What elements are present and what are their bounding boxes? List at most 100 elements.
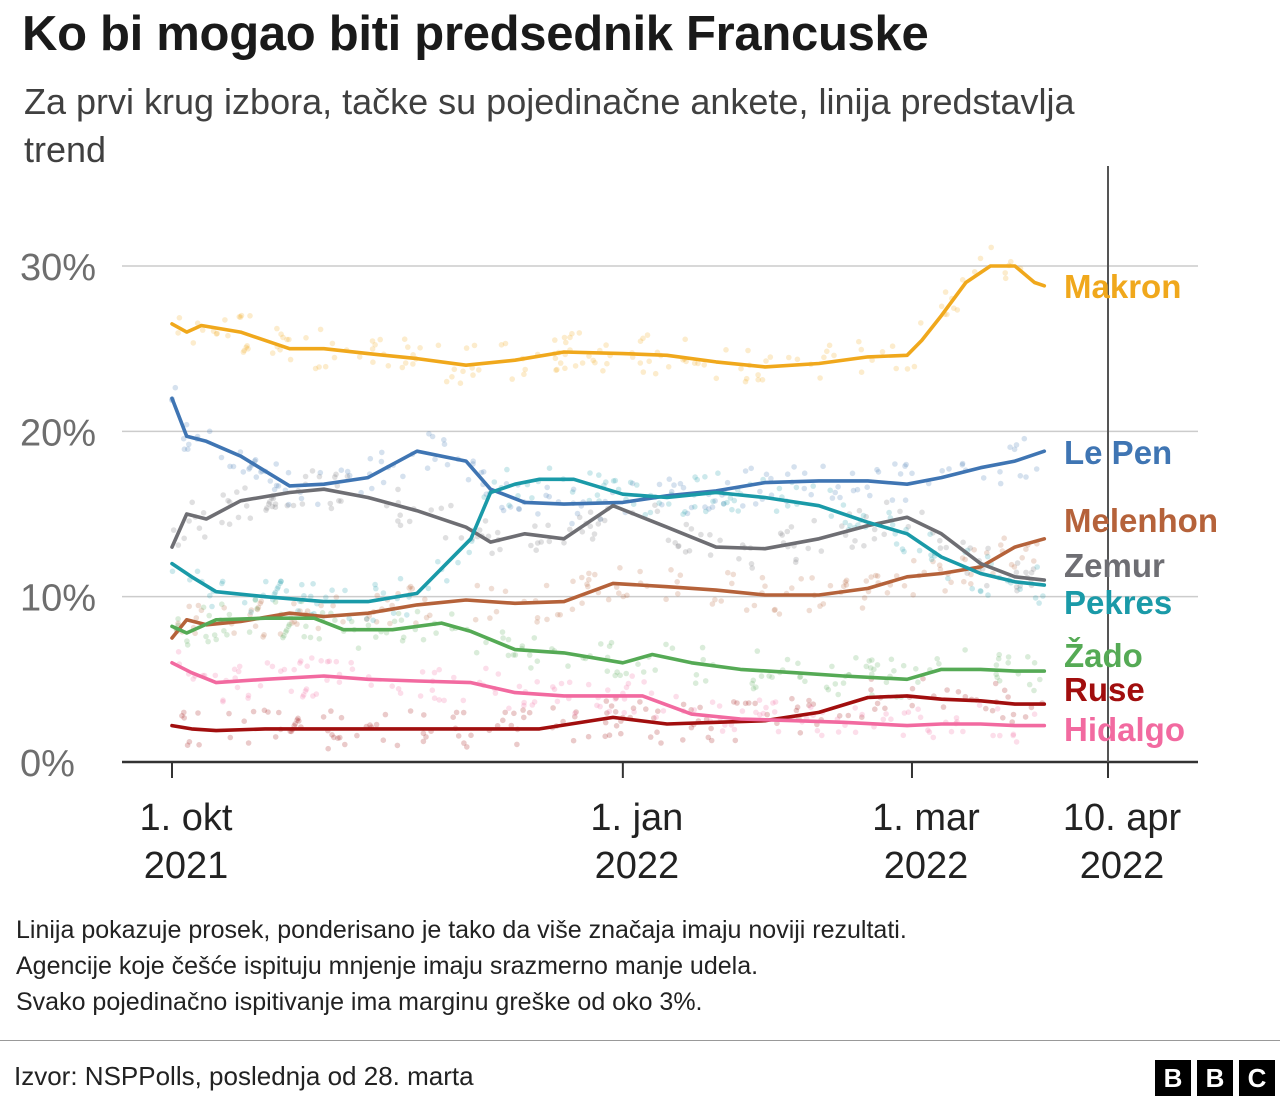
poll-dot bbox=[814, 727, 821, 734]
poll-dot bbox=[333, 594, 340, 600]
poll-dot bbox=[500, 507, 507, 514]
poll-dot bbox=[647, 734, 654, 740]
poll-dot bbox=[297, 660, 303, 666]
poll-dot bbox=[821, 354, 827, 361]
poll-dot bbox=[226, 611, 233, 618]
poll-dot bbox=[516, 505, 522, 512]
poll-dot bbox=[786, 354, 792, 361]
poll-dot bbox=[397, 575, 404, 582]
poll-dot bbox=[225, 497, 231, 504]
poll-dot bbox=[545, 522, 551, 529]
poll-dot bbox=[455, 733, 462, 739]
series-label: Makron bbox=[1064, 268, 1181, 305]
poll-dot bbox=[955, 689, 962, 695]
poll-dot bbox=[683, 358, 689, 365]
poll-dot bbox=[985, 592, 991, 598]
poll-dot bbox=[625, 680, 632, 687]
poll-dot bbox=[186, 603, 192, 610]
poll-dot bbox=[219, 519, 225, 526]
poll-dot bbox=[928, 552, 934, 558]
series-label: Hidalgo bbox=[1064, 711, 1185, 748]
poll-dot bbox=[300, 692, 307, 698]
poll-dot bbox=[775, 728, 782, 735]
poll-dot bbox=[329, 587, 335, 593]
poll-dot bbox=[911, 557, 917, 564]
poll-dot bbox=[528, 542, 534, 549]
poll-dot bbox=[299, 581, 305, 588]
poll-dot bbox=[288, 688, 295, 695]
poll-dot bbox=[231, 666, 238, 673]
poll-dot bbox=[691, 707, 697, 713]
poll-dot bbox=[291, 618, 298, 625]
poll-dot bbox=[589, 536, 596, 542]
poll-dot bbox=[485, 533, 492, 540]
poll-dot bbox=[240, 469, 247, 475]
poll-dot bbox=[400, 634, 407, 641]
poll-dot bbox=[380, 737, 387, 743]
poll-dot bbox=[590, 357, 596, 364]
poll-dot bbox=[492, 690, 499, 696]
poll-dot bbox=[1005, 660, 1011, 666]
poll-dot bbox=[899, 546, 906, 552]
poll-dot bbox=[572, 710, 578, 717]
poll-dot bbox=[380, 479, 387, 486]
poll-dot bbox=[888, 716, 894, 722]
poll-dot bbox=[192, 630, 198, 637]
poll-dot bbox=[708, 725, 714, 732]
poll-dot bbox=[707, 552, 714, 558]
poll-dot bbox=[916, 547, 923, 554]
poll-dot bbox=[612, 709, 619, 715]
poll-dot bbox=[338, 714, 345, 721]
poll-dot bbox=[579, 529, 586, 535]
poll-dot bbox=[190, 676, 196, 682]
poll-dot bbox=[794, 356, 801, 363]
poll-dot bbox=[731, 726, 738, 733]
poll-dot bbox=[1040, 593, 1046, 599]
poll-dot bbox=[399, 638, 406, 644]
poll-dot bbox=[594, 702, 600, 709]
poll-dot bbox=[420, 738, 427, 745]
poll-dot bbox=[227, 499, 233, 505]
poll-dot bbox=[809, 575, 815, 581]
poll-dot bbox=[1005, 654, 1012, 660]
trend-line-hidalgo bbox=[170, 660, 1047, 728]
poll-dot bbox=[772, 699, 779, 705]
poll-dot bbox=[534, 615, 541, 621]
poll-dot bbox=[263, 507, 269, 513]
poll-dot bbox=[441, 697, 447, 704]
poll-dot bbox=[858, 346, 865, 353]
poll-dot bbox=[871, 526, 878, 533]
poll-dot bbox=[753, 684, 759, 690]
poll-dot bbox=[874, 466, 880, 473]
poll-dot bbox=[247, 313, 253, 319]
poll-dot bbox=[767, 354, 774, 360]
poll-dot bbox=[533, 547, 539, 553]
poll-dot bbox=[587, 509, 594, 515]
poll-dot bbox=[373, 585, 379, 592]
poll-dot bbox=[868, 574, 874, 580]
poll-dot bbox=[602, 733, 608, 740]
poll-dot bbox=[969, 585, 975, 592]
methodology-note: Linija pokazuje prosek, ponderisano je t… bbox=[16, 912, 1256, 1020]
poll-dot bbox=[472, 616, 479, 623]
poll-dot bbox=[301, 593, 307, 599]
poll-dot bbox=[875, 469, 882, 475]
poll-dot bbox=[948, 579, 954, 586]
poll-dot bbox=[699, 644, 706, 651]
poll-dot bbox=[984, 550, 990, 556]
poll-dot bbox=[169, 568, 176, 575]
poll-dot bbox=[327, 500, 334, 507]
poll-dot bbox=[1031, 558, 1037, 564]
poll-dot bbox=[218, 454, 225, 461]
poll-dot bbox=[1022, 714, 1029, 720]
poll-dot bbox=[798, 576, 804, 582]
poll-dot bbox=[768, 475, 774, 482]
poll-dot bbox=[252, 597, 259, 603]
poll-dot bbox=[591, 531, 598, 537]
poll-dot bbox=[566, 679, 573, 686]
poll-dot bbox=[951, 305, 957, 312]
poll-dot bbox=[652, 370, 659, 377]
poll-dot bbox=[652, 667, 658, 673]
poll-dot bbox=[252, 457, 259, 463]
poll-dot bbox=[310, 581, 316, 587]
